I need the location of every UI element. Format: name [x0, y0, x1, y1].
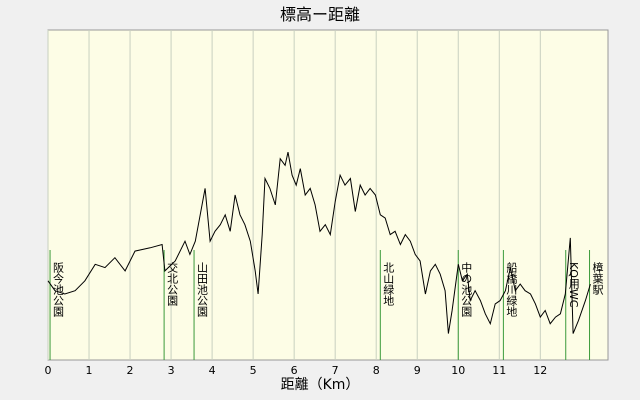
landmark-label: 阪今池公園 [52, 261, 65, 318]
elevation-line [47, 151, 591, 334]
x-tick-label: 2 [127, 364, 134, 377]
x-tick-label: 8 [373, 364, 380, 377]
landmark-label: 交北公園 [166, 261, 179, 307]
x-tick-label: 5 [250, 364, 257, 377]
x-axis-label: 距離（Km） [281, 376, 360, 393]
landmark-label: 中の池公園 [460, 262, 473, 318]
landmark-label: 山田池公園 [196, 262, 209, 318]
x-tick-label: 12 [533, 364, 547, 377]
x-tick-label: 1 [86, 364, 93, 377]
x-tick-label: 4 [209, 364, 216, 377]
chart-title: 標高ー距離 [280, 5, 360, 24]
landmark-label: KQ用WC [567, 262, 580, 308]
x-tick-label: 11 [492, 364, 506, 377]
x-tick-label: 10 [451, 364, 465, 377]
x-tick-label: 7 [332, 364, 339, 377]
x-tick-label: 9 [414, 364, 421, 377]
landmark-label: 北山緑地 [382, 262, 395, 306]
x-tick-label: 6 [291, 364, 298, 377]
landmark-label: 樟葉駅 [591, 261, 604, 296]
plot-area [47, 29, 609, 361]
x-tick-label: 0 [45, 364, 52, 377]
landmark-label: 船橋川緑地 [505, 261, 518, 317]
x-tick-label: 3 [168, 364, 175, 377]
